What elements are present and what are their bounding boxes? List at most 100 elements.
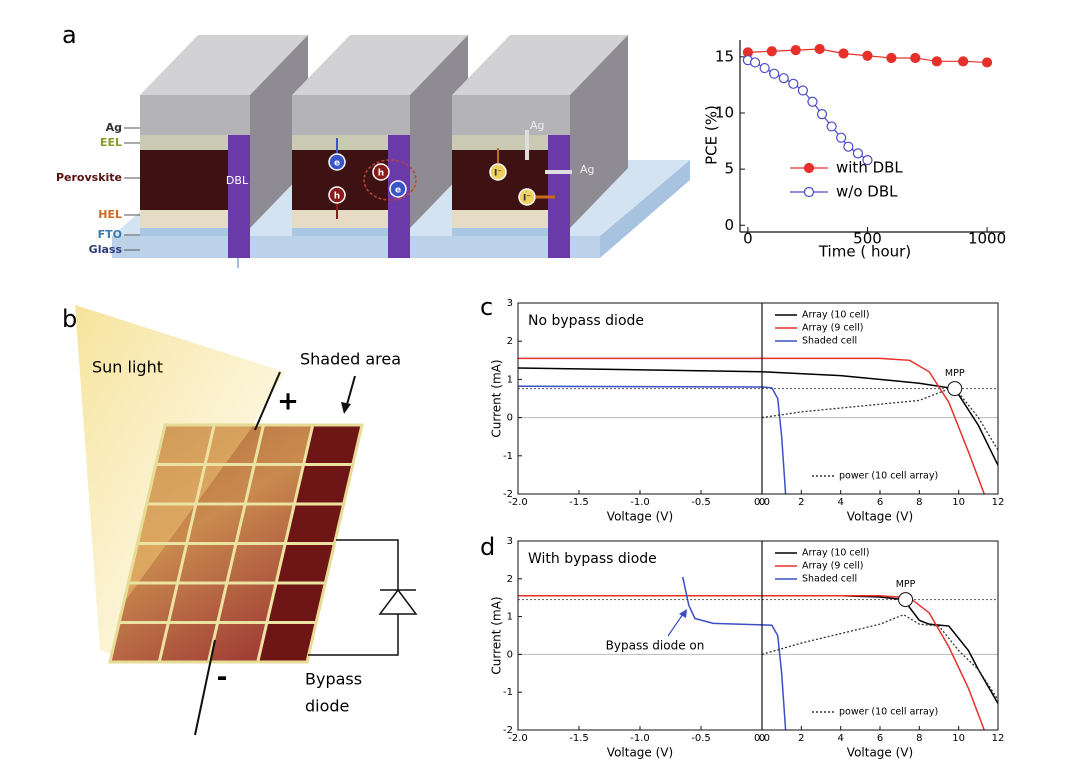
x-axis-title: Voltage (V) bbox=[607, 510, 673, 524]
mpp-marker bbox=[898, 592, 914, 608]
fto bbox=[292, 228, 410, 236]
ag-side bbox=[570, 35, 628, 228]
y-tick-label: -1 bbox=[503, 451, 513, 462]
callout: Bypass diode on bbox=[606, 639, 705, 653]
x-tick-label: 4 bbox=[837, 497, 843, 508]
data-point bbox=[931, 56, 942, 67]
data-point bbox=[790, 45, 801, 56]
x-tick-label: 0 bbox=[759, 733, 765, 744]
ag-label: Ag bbox=[580, 163, 595, 176]
x-tick-label: 0 bbox=[743, 230, 753, 248]
shaded-arrow bbox=[345, 375, 356, 409]
x-tick-label: 4 bbox=[837, 733, 843, 744]
callout-arrow bbox=[667, 613, 684, 637]
legend-marker bbox=[803, 186, 815, 198]
series-line bbox=[761, 386, 787, 494]
annotation: With bypass diode bbox=[528, 551, 657, 567]
arrow-head bbox=[341, 402, 351, 414]
x-tick-label: 500 bbox=[853, 230, 882, 248]
carrier bbox=[372, 163, 390, 181]
ag-top bbox=[452, 35, 628, 95]
x-tick-label: -2.0 bbox=[508, 497, 528, 508]
legend-label: Array (9 cell) bbox=[802, 561, 863, 572]
shaded-label: Shaded area bbox=[300, 350, 401, 369]
data-point bbox=[886, 52, 897, 64]
glass-side bbox=[600, 160, 690, 258]
x-tick-label: -1.0 bbox=[630, 733, 650, 744]
y-tick-label: 3 bbox=[507, 536, 513, 547]
x-tick-label: -0.5 bbox=[691, 733, 711, 744]
y-tick-label: 1 bbox=[507, 374, 513, 385]
legend-label: Array (10 cell) bbox=[802, 548, 869, 559]
ag-front bbox=[452, 95, 570, 135]
series-line bbox=[762, 595, 998, 704]
data-point bbox=[836, 132, 847, 143]
y-tick-label: 10 bbox=[715, 103, 734, 121]
series-line bbox=[761, 371, 998, 466]
y-tick-label: -2 bbox=[503, 725, 513, 736]
data-point bbox=[981, 57, 993, 68]
legend-label: Shaded cell bbox=[802, 574, 857, 585]
y-tick-label: 15 bbox=[715, 47, 734, 65]
data-point bbox=[769, 68, 780, 79]
data-point bbox=[759, 62, 770, 74]
legend-label: w/o DBL bbox=[836, 183, 898, 201]
y-tick-label: 1 bbox=[507, 612, 513, 623]
annotation: No bypass diode bbox=[528, 313, 644, 329]
x-tick-label: 12 bbox=[992, 733, 1005, 744]
wire bbox=[194, 639, 216, 736]
data-point bbox=[797, 85, 809, 96]
panel-label: c bbox=[480, 293, 493, 321]
fto bbox=[140, 228, 250, 236]
data-point bbox=[788, 78, 799, 89]
y-tick-label: 2 bbox=[507, 574, 513, 585]
panel-label: b bbox=[62, 305, 77, 333]
x-tick-label: -1.0 bbox=[630, 497, 650, 508]
x-tick-label: 0 bbox=[759, 497, 765, 508]
layer-label: Ag bbox=[106, 121, 122, 134]
y-tick-label: -1 bbox=[503, 687, 513, 698]
diode bbox=[378, 588, 418, 615]
x-axis-title: Voltage (V) bbox=[847, 746, 913, 760]
y-axis-title: PCE (%) bbox=[703, 105, 721, 165]
data-point bbox=[816, 109, 828, 120]
y-axis-title: Current (mA) bbox=[490, 596, 504, 674]
x-tick-label: 8 bbox=[916, 733, 922, 744]
x-tick-label: -1.5 bbox=[569, 497, 589, 508]
diode-label: Bypass bbox=[305, 670, 362, 689]
ag-front bbox=[140, 95, 250, 135]
x-tick-label: 6 bbox=[877, 497, 883, 508]
ag-label: Ag bbox=[530, 119, 545, 132]
layer-label: EEL bbox=[100, 136, 122, 149]
sun-label: Sun light bbox=[92, 358, 163, 377]
dbl-label: DBL bbox=[226, 174, 249, 187]
data-point bbox=[958, 56, 969, 67]
panel-label: d bbox=[480, 533, 495, 561]
data-point bbox=[749, 57, 761, 68]
data-point bbox=[843, 141, 854, 152]
callout-arrowhead bbox=[679, 609, 687, 618]
data-point bbox=[778, 73, 789, 84]
x-tick-label: 10 bbox=[952, 497, 965, 508]
carrier bbox=[518, 188, 536, 206]
legend-label: Array (10 cell) bbox=[802, 310, 869, 321]
layer-label: FTO bbox=[98, 228, 122, 241]
y-tick-label: 5 bbox=[724, 160, 734, 178]
carrier bbox=[328, 153, 346, 171]
data-point bbox=[814, 43, 825, 55]
hel bbox=[452, 210, 570, 228]
y-tick-label: 3 bbox=[507, 298, 513, 309]
series-line bbox=[518, 367, 763, 373]
x-tick-label: 0.0 bbox=[754, 733, 770, 744]
layer-label: HEL bbox=[98, 208, 122, 221]
hel bbox=[140, 210, 250, 228]
x-tick-label: 1000 bbox=[968, 230, 1006, 248]
legend-label: Array (9 cell) bbox=[802, 323, 863, 334]
data-point bbox=[838, 48, 849, 59]
eel bbox=[452, 135, 570, 150]
y-tick-label: 0 bbox=[507, 413, 513, 424]
eel bbox=[292, 135, 410, 150]
series-line bbox=[762, 595, 985, 730]
x-axis-title: Voltage (V) bbox=[847, 510, 913, 524]
